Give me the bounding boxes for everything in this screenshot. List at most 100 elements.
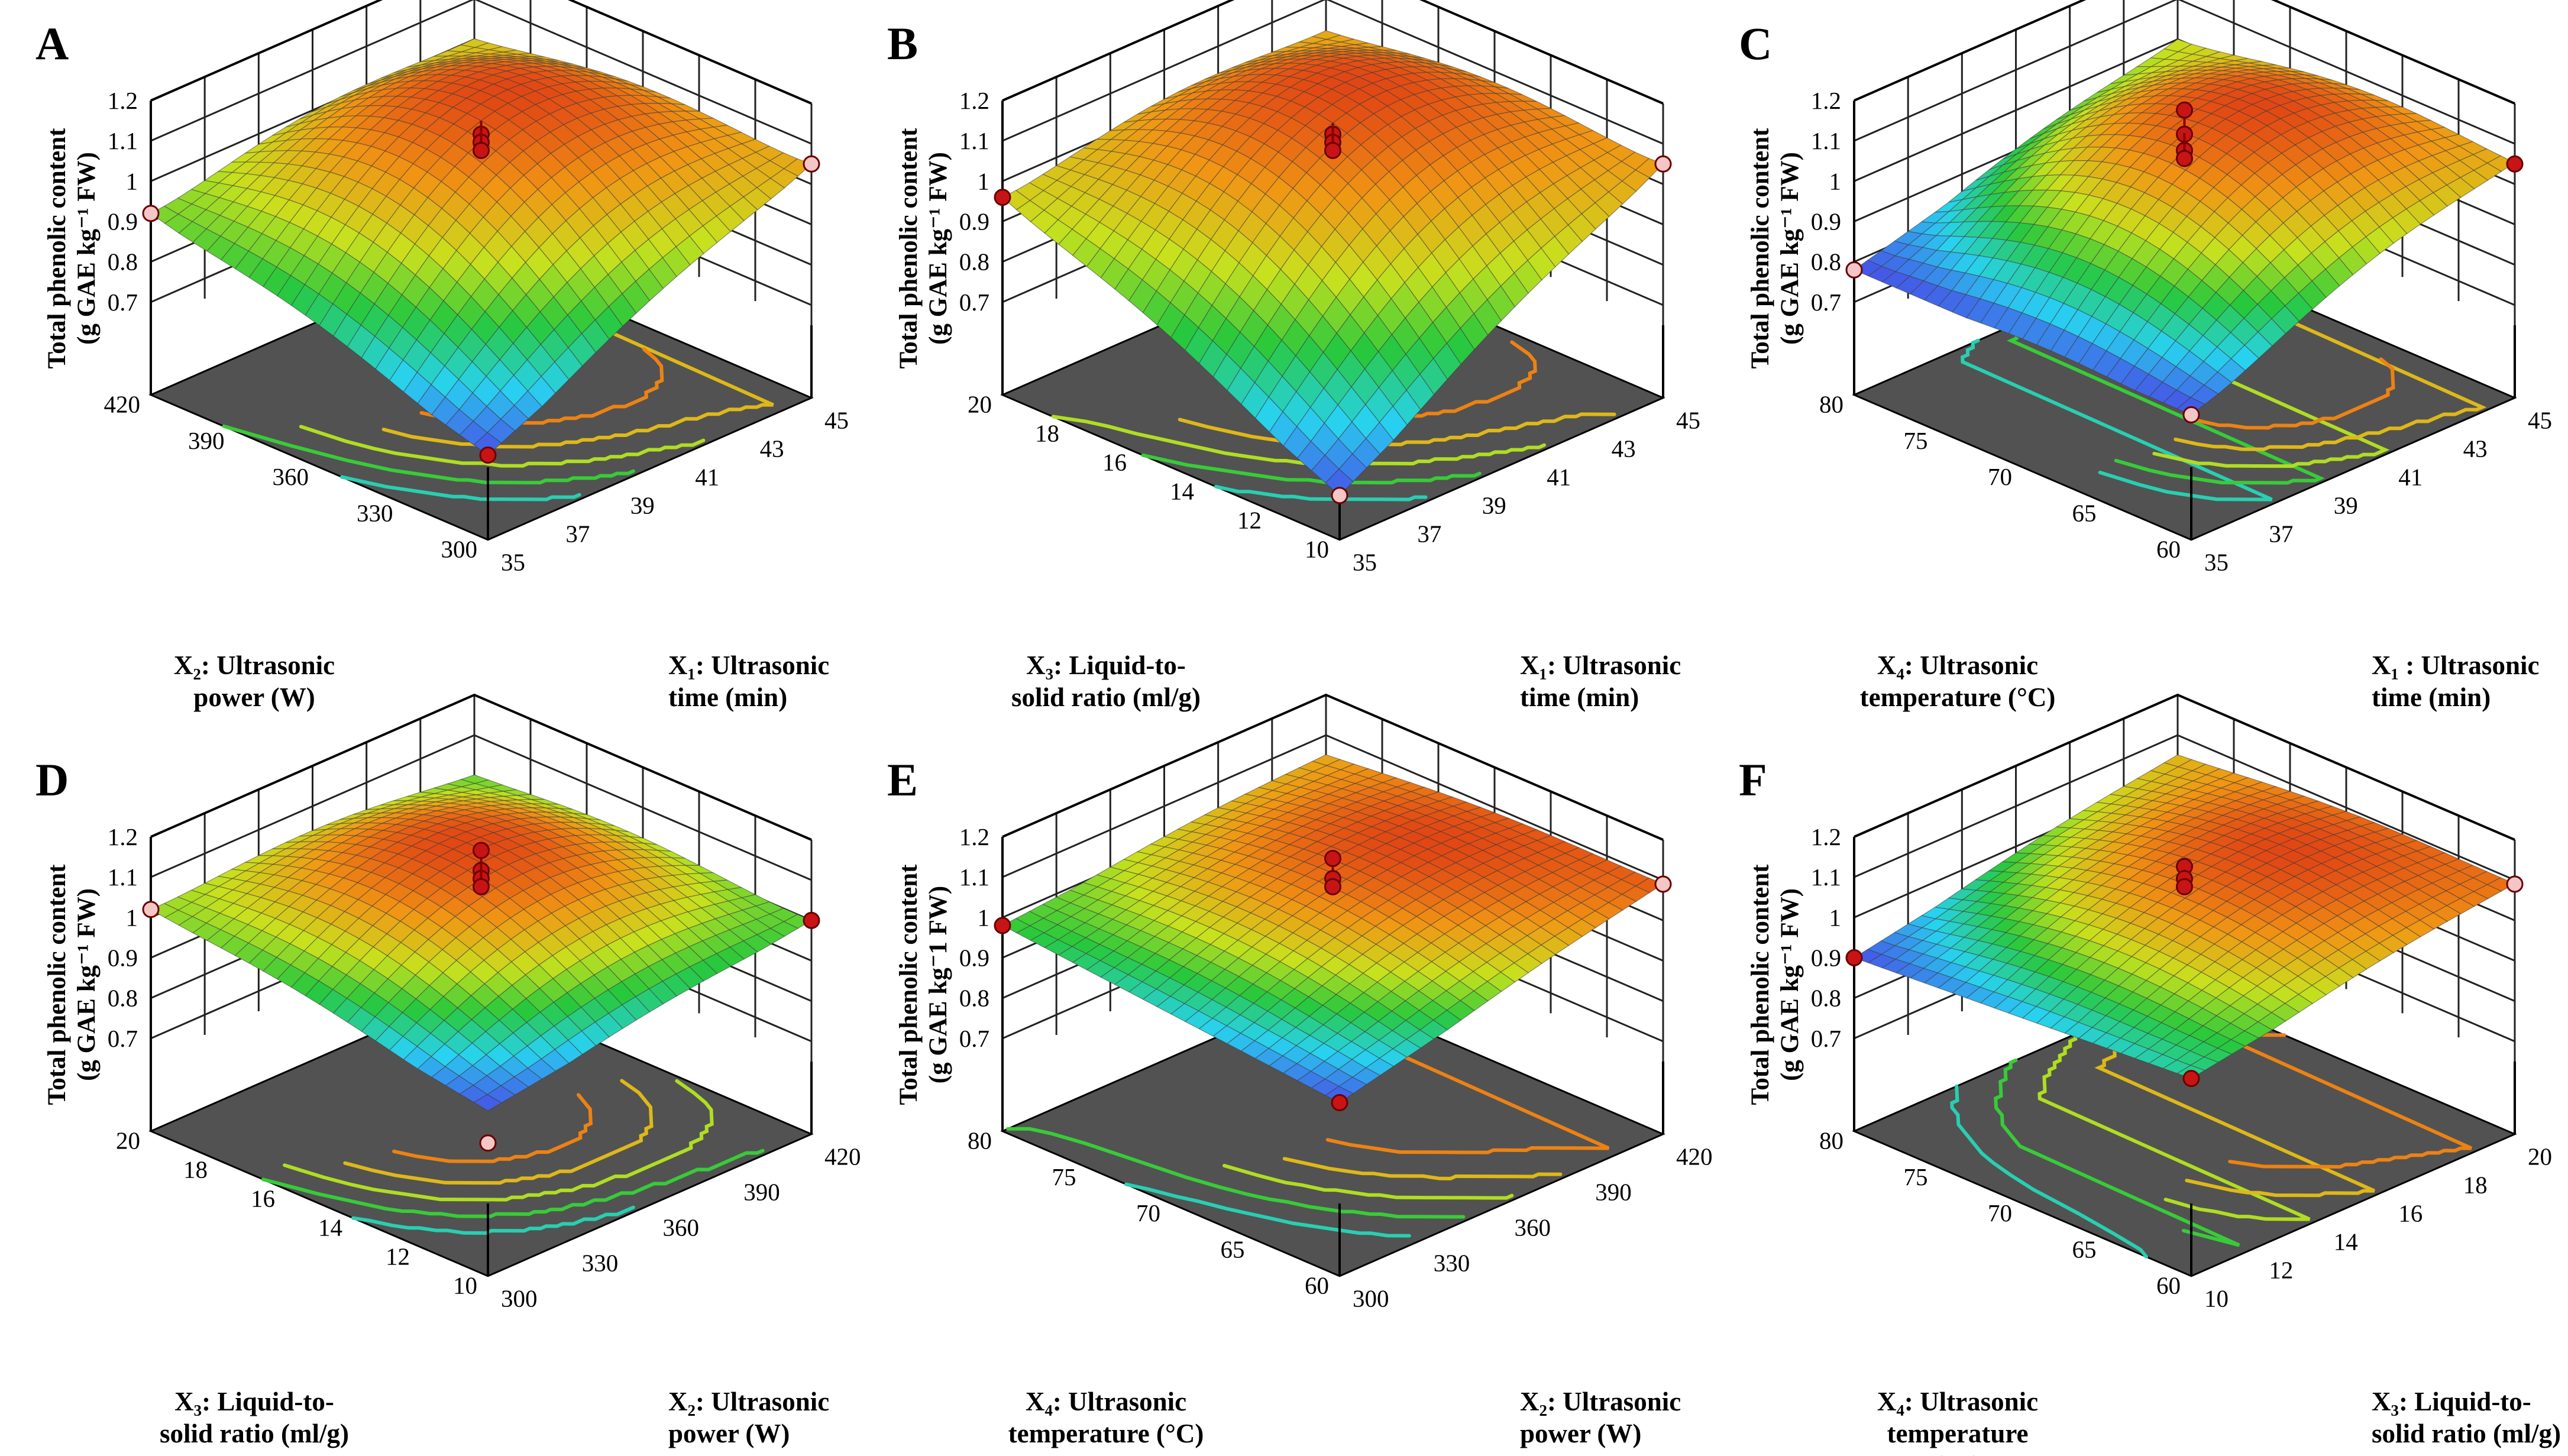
design-points	[142, 121, 820, 464]
contour-line	[1994, 1058, 2240, 1247]
design-points	[994, 850, 1672, 1112]
grid-line	[150, 0, 812, 145]
z-tick-label: 1	[1829, 167, 1842, 195]
design-point	[479, 446, 497, 464]
contour-line	[1282, 1157, 1563, 1180]
frame-edges	[1853, 101, 2516, 540]
y-tick-label: 18	[183, 1156, 208, 1183]
z-axis-label: Total phenolic content(g GAE kg⁻¹ FW)	[1747, 864, 1804, 1105]
y-axis-label: X₄: Ultrasonic temperature (°C)	[1860, 651, 2056, 712]
y-tick-label: 60	[2156, 1272, 2181, 1299]
x-tick-label: 330	[1434, 1250, 1470, 1277]
y-tick-label: 390	[188, 427, 225, 454]
y-tick-label: 14	[1170, 478, 1194, 505]
chart-panel-e: 0.7 0.8 0.9 1 1.1 1.2 Total phenolic content(g…	[887, 693, 1713, 1448]
design-point	[473, 842, 490, 859]
x-tick-label: 43	[1612, 435, 1636, 462]
frame-top	[1002, 693, 1664, 841]
z-tick-label: 0.9	[959, 944, 989, 972]
x-tick-label: 14	[2334, 1228, 2358, 1256]
grid-line	[1854, 734, 2515, 881]
x-tick-label: 43	[2463, 435, 2488, 462]
x-tick-label: 45	[2528, 407, 2552, 434]
x-tick-label: 45	[1676, 407, 1700, 434]
y-tick-label: 70	[1988, 463, 2012, 490]
design-point	[1324, 141, 1341, 159]
contour-line	[1141, 453, 1482, 485]
y-axis: 60 65 70 75 80 X₄: Ultrasonic temperature (°C)	[1819, 391, 2181, 712]
contour-line	[261, 1148, 765, 1218]
x-axis-label: X₁ : Ultrasonic time (min)	[2372, 651, 2539, 712]
z-axis: 0.7 0.8 0.9 1 1.1 1.2 Total phenolic content(g…	[1747, 87, 1841, 368]
design-point	[994, 189, 1011, 206]
design-points	[994, 123, 1672, 504]
contour-line	[381, 273, 774, 449]
panel-letter: E	[887, 754, 918, 805]
y-tick-label: 16	[1102, 449, 1127, 476]
contour-line	[283, 1079, 714, 1202]
z-tick-label: 0.9	[108, 944, 138, 972]
y-axis: 300 330 360 390 420 X₂: Ultrasonic power (W)	[104, 391, 478, 712]
response-surface	[1001, 754, 1664, 1104]
contour-line	[2037, 1030, 2311, 1221]
chart-panel-a: 0.7 0.8 0.9 1 1.1 1.2 Total phenolic content(g…	[35, 0, 849, 712]
design-point	[142, 205, 160, 222]
x-axis-label: X₃: Liquid-to-solid ratio (ml/g)	[2372, 1387, 2561, 1448]
y-tick-label: 80	[1819, 391, 1843, 418]
y-tick-label: 420	[104, 391, 141, 418]
design-point	[479, 1134, 497, 1152]
x-tick-label: 39	[1482, 492, 1506, 519]
design-point	[1654, 155, 1672, 173]
y-tick-label: 75	[1904, 427, 1928, 454]
panel-letter: C	[1739, 18, 1772, 69]
y-tick-label: 20	[116, 1127, 140, 1154]
frame-edges	[1853, 837, 2516, 1276]
z-tick-label: 1	[1829, 904, 1842, 931]
design-point	[142, 901, 160, 918]
design-point	[1331, 1094, 1348, 1112]
y-axis: 10 12 14 16 18 20 X₃: Liquid-to-solid ratio (m…	[968, 391, 1329, 712]
x-tick-label: 45	[824, 407, 849, 434]
surface-cell	[473, 432, 502, 456]
x-tick-label: 41	[2398, 464, 2423, 491]
z-axis-label: Total phenolic content(g GAE kg⁻1 FW)	[895, 864, 952, 1105]
z-tick-label: 1.1	[1811, 863, 1841, 891]
frame-edges	[1001, 837, 1664, 1276]
z-axis-label: Total phenolic content(g GAE kg⁻¹ FW)	[43, 864, 101, 1105]
z-axis: 0.7 0.8 0.9 1 1.1 1.2 Total phenolic content(g…	[895, 87, 989, 368]
panel-letter: B	[887, 18, 918, 69]
z-tick-label: 0.9	[959, 208, 989, 235]
x-tick-label: 39	[630, 492, 655, 519]
z-tick-label: 0.9	[108, 208, 138, 235]
design-points	[1845, 858, 2524, 1088]
contour-lines	[1006, 1018, 1610, 1238]
contour-line	[1006, 1127, 1466, 1219]
contour-lines	[222, 273, 774, 501]
x-tick-label: 10	[2204, 1285, 2229, 1312]
x-axis: 35 37 39 41 43 45 X₁ : Ultrasonic time (min)	[2204, 407, 2552, 712]
contour-line	[340, 475, 581, 501]
x-axis-label: X₂: Ultrasonic power (W)	[668, 1387, 829, 1448]
frame-edges	[150, 837, 813, 1276]
x-tick-label: 20	[2528, 1143, 2552, 1170]
y-axis-label: X₃: Liquid-to-solid ratio (ml/g)	[1011, 651, 1201, 712]
y-axis: 10 12 14 16 18 20 X₃: Liquid-to-solid ratio (m…	[116, 1127, 477, 1448]
x-tick-label: 16	[2398, 1200, 2423, 1227]
z-axis: 0.7 0.8 0.9 1 1.1 1.2 Total phenolic content(g…	[43, 823, 138, 1105]
x-axis-label: X₂: Ultrasonic power (W)	[1520, 1387, 1681, 1448]
contour-line	[351, 1205, 635, 1235]
y-axis-label: X₃: Liquid-to-solid ratio (ml/g)	[160, 1387, 349, 1448]
z-tick-label: 0.7	[1811, 289, 1841, 316]
contour-line	[392, 1093, 593, 1163]
contour-line	[222, 424, 635, 485]
x-tick-label: 300	[501, 1285, 538, 1312]
design-point	[2176, 150, 2193, 167]
z-tick-label: 1.2	[1811, 823, 1841, 850]
y-tick-label: 60	[2156, 536, 2181, 563]
grid-line	[1002, 0, 1664, 145]
y-axis: 60 65 70 75 80 X₄: Ultrasonic temperature (°C)	[968, 1127, 1329, 1448]
design-point	[1324, 878, 1341, 895]
design-point	[473, 878, 490, 895]
chart-panel-d: 0.7 0.8 0.9 1 1.1 1.2 Total phenolic content(g…	[35, 693, 861, 1448]
